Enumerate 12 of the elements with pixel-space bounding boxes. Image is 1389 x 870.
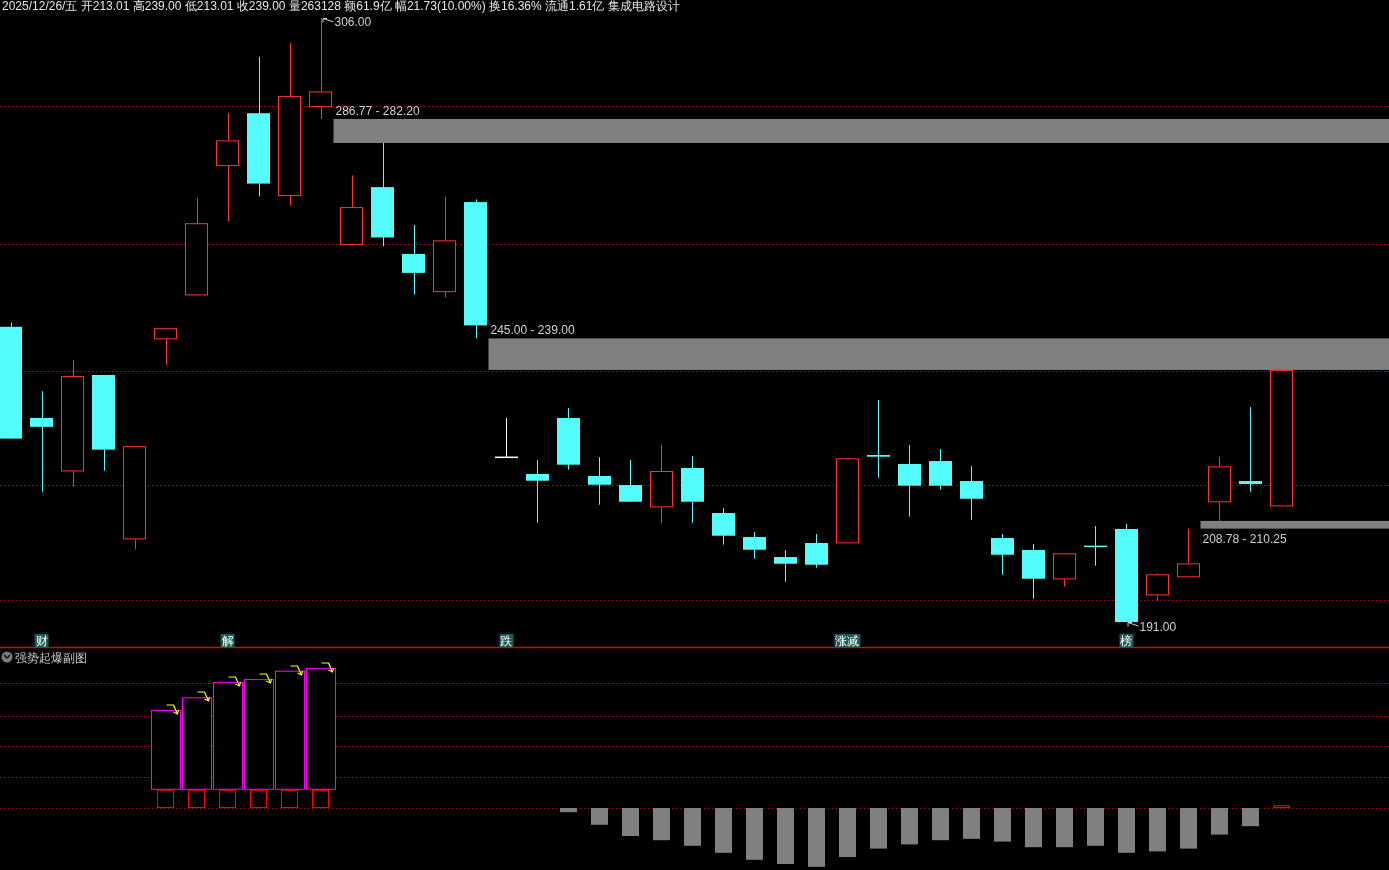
x-tick-label: 涨减: [834, 634, 861, 648]
band-label: 245.00 - 239.00: [490, 323, 575, 338]
band-label: 208.78 - 210.25: [1202, 531, 1287, 546]
band-label: 286.77 - 282.20: [335, 104, 420, 118]
annotation: 191.00: [1139, 619, 1177, 634]
annotation: 306.00: [334, 15, 372, 30]
annotation: 306.00: [322, 15, 372, 30]
annotation: 191.00: [1127, 619, 1177, 634]
title: 强势起爆副图: [15, 651, 87, 665]
title: 2025/12/26/五 开213.01 高239.00 低213.01 收239.00 量263128 额61.9亿 幅21.73(10.00%) 换16.36% 流通1.61亿 集成电路设计: [2, 0, 680, 13]
x-tick-label: 榜: [1119, 634, 1134, 648]
x-tick-label: 跌: [499, 634, 514, 648]
